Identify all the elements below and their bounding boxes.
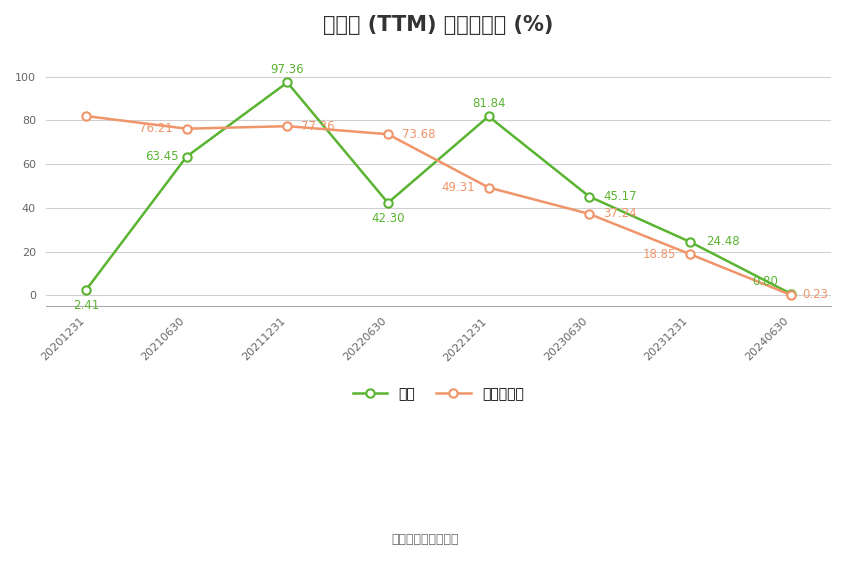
Text: 81.84: 81.84 bbox=[472, 97, 506, 110]
Text: 37.24: 37.24 bbox=[603, 208, 637, 220]
行业中位数 bbox=[282, 122, 292, 129]
公司 bbox=[382, 200, 393, 206]
行业中位数 bbox=[182, 125, 192, 132]
公司 bbox=[685, 239, 695, 246]
Line: 公司: 公司 bbox=[82, 78, 795, 298]
公司 bbox=[484, 113, 494, 120]
Text: 73.68: 73.68 bbox=[402, 128, 435, 141]
Text: 63.45: 63.45 bbox=[144, 150, 178, 163]
Text: 49.31: 49.31 bbox=[441, 181, 475, 194]
Text: 97.36: 97.36 bbox=[270, 63, 304, 76]
行业中位数 bbox=[785, 292, 796, 298]
Text: 77.36: 77.36 bbox=[301, 120, 335, 133]
公司 bbox=[282, 79, 292, 86]
行业中位数 bbox=[81, 113, 91, 120]
行业中位数 bbox=[382, 131, 393, 137]
Text: 76.21: 76.21 bbox=[139, 122, 173, 135]
Text: 42.30: 42.30 bbox=[371, 212, 405, 225]
Legend: 公司, 行业中位数: 公司, 行业中位数 bbox=[347, 382, 530, 407]
行业中位数 bbox=[484, 184, 494, 191]
公司 bbox=[81, 286, 91, 293]
Text: 数据来源：恒生聚源: 数据来源：恒生聚源 bbox=[391, 534, 459, 546]
Text: 2.41: 2.41 bbox=[73, 299, 99, 312]
公司 bbox=[584, 193, 594, 200]
Text: 24.48: 24.48 bbox=[706, 235, 740, 248]
Text: 45.17: 45.17 bbox=[603, 190, 637, 203]
行业中位数 bbox=[584, 210, 594, 217]
Text: 18.85: 18.85 bbox=[643, 248, 676, 260]
公司 bbox=[182, 153, 192, 160]
Text: 0.80: 0.80 bbox=[752, 274, 779, 288]
Text: 0.23: 0.23 bbox=[802, 288, 829, 301]
行业中位数 bbox=[685, 251, 695, 258]
公司 bbox=[785, 290, 796, 297]
Title: 市销率 (TTM) 历史百分位 (%): 市销率 (TTM) 历史百分位 (%) bbox=[323, 15, 553, 35]
Line: 行业中位数: 行业中位数 bbox=[82, 112, 795, 299]
